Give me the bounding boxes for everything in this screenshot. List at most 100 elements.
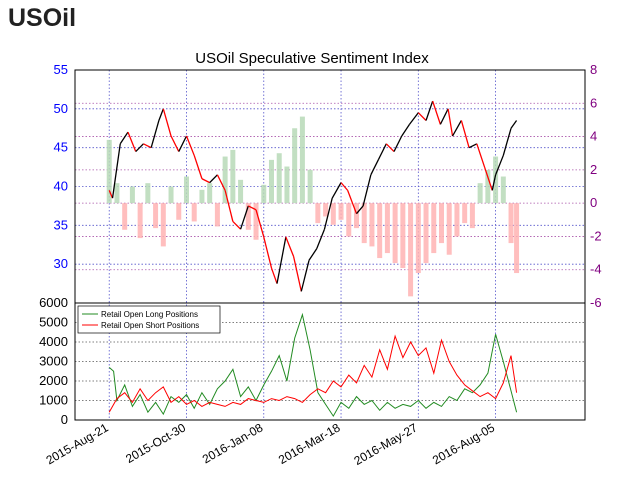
ssi-bar: [415, 203, 421, 274]
legend-label-short: Retail Open Short Positions: [101, 321, 199, 330]
x-tick-label: 2015-Oct-30: [123, 420, 188, 466]
x-tick-label: 2016-May-27: [352, 420, 421, 468]
ssi-bar: [330, 203, 336, 225]
ssi-bar: [446, 203, 452, 255]
ssi-bar: [222, 156, 228, 204]
price-segment: [276, 236, 287, 284]
right-tick-label: -2: [590, 228, 602, 243]
lower-tick-label: 4000: [39, 334, 68, 349]
ssi-bar: [400, 203, 406, 269]
right-tick-label: -4: [590, 262, 602, 277]
ssi-bar: [408, 203, 414, 297]
price-segment: [502, 128, 512, 156]
left-tick-label: 40: [54, 179, 68, 194]
ssi-bar: [431, 203, 437, 254]
price-segment: [108, 190, 114, 199]
price-segment: [158, 108, 164, 121]
long-positions-line: [108, 312, 518, 418]
page-title: USOil: [8, 4, 77, 32]
ssi-bar: [454, 203, 460, 237]
price-segment: [432, 100, 442, 125]
x-tick-label: 2015-Aug-21: [44, 420, 111, 467]
lower-tick-label: 5000: [39, 315, 68, 330]
ssi-bar: [238, 179, 244, 204]
price-segment: [239, 205, 249, 230]
price-segment: [162, 108, 172, 137]
ssi-bar: [191, 203, 197, 222]
price-segment: [292, 256, 302, 292]
ssi-bar: [284, 166, 290, 204]
lower-tick-label: 0: [61, 412, 68, 427]
ssi-bar: [369, 203, 375, 247]
left-tick-label: 45: [54, 140, 68, 155]
ssi-bar: [276, 153, 282, 204]
price-segment: [216, 174, 226, 191]
price-segment: [468, 143, 478, 149]
left-tick-label: 35: [54, 217, 68, 232]
price-segment: [111, 143, 121, 199]
price-segment: [308, 248, 318, 261]
price-segment: [263, 236, 273, 269]
price-segment: [355, 205, 364, 215]
ssi-bar: [176, 203, 182, 220]
ssi-bar: [261, 184, 267, 204]
price-segment: [285, 236, 295, 257]
ssi-bar: [245, 203, 251, 230]
ssi-bar: [438, 203, 444, 244]
left-tick-label: 55: [54, 62, 68, 77]
right-tick-label: 6: [590, 95, 597, 110]
ssi-bar: [485, 169, 491, 204]
ssi-bar: [477, 183, 483, 204]
price-segment: [401, 124, 411, 137]
right-tick-label: 4: [590, 129, 597, 144]
lower-tick-label: 1000: [39, 393, 68, 408]
lower-plot-frame: [74, 302, 586, 421]
short-positions-line: [108, 334, 518, 413]
ssi-bar: [423, 203, 429, 264]
ssi-bar: [346, 203, 352, 237]
price-segment: [127, 131, 137, 152]
ssi-bar: [230, 149, 236, 204]
price-segment: [224, 190, 234, 222]
ssi-bar: [384, 203, 390, 254]
ssi-bar: [207, 183, 213, 204]
price-segment: [347, 190, 358, 214]
ssi-bar: [500, 176, 506, 204]
lower-tick-label: 6000: [39, 295, 68, 310]
price-segment: [119, 131, 129, 145]
ssi-bar: [122, 203, 128, 230]
ssi-bar: [338, 203, 344, 220]
price-segment: [316, 228, 326, 249]
price-segment: [331, 182, 342, 199]
ssi-bar: [462, 203, 468, 224]
x-tick-label: 2016-Mar-18: [276, 420, 343, 467]
price-segment: [150, 120, 160, 148]
price-segment: [248, 205, 257, 211]
price-segment: [476, 143, 486, 168]
ssi-bars: [106, 116, 520, 297]
price-segment: [300, 260, 310, 292]
ssi-bar: [469, 203, 475, 229]
price-segment: [193, 155, 203, 179]
ssi-bar: [168, 186, 174, 204]
left-tick-label: 50: [54, 101, 68, 116]
ssi-bar: [307, 169, 313, 204]
price-segment: [417, 112, 427, 121]
legend: Retail Open Long Positions Retail Open S…: [77, 305, 221, 334]
price-segment: [483, 166, 493, 191]
ssi-bar: [183, 176, 189, 204]
ssi-bar: [129, 186, 135, 204]
ssi-bar: [315, 203, 321, 224]
price-segment: [494, 155, 504, 176]
price-segment: [185, 135, 195, 156]
price-segment: [439, 108, 449, 125]
price-segment: [385, 143, 395, 153]
legend-box: [77, 305, 221, 334]
ssi-bar: [214, 203, 220, 227]
right-tick-label: 0: [590, 195, 597, 210]
price-segment: [510, 120, 518, 129]
ssi-bar: [145, 183, 151, 204]
x-tick-label: 2016-Jan-08: [200, 420, 266, 466]
price-segment: [460, 120, 470, 148]
